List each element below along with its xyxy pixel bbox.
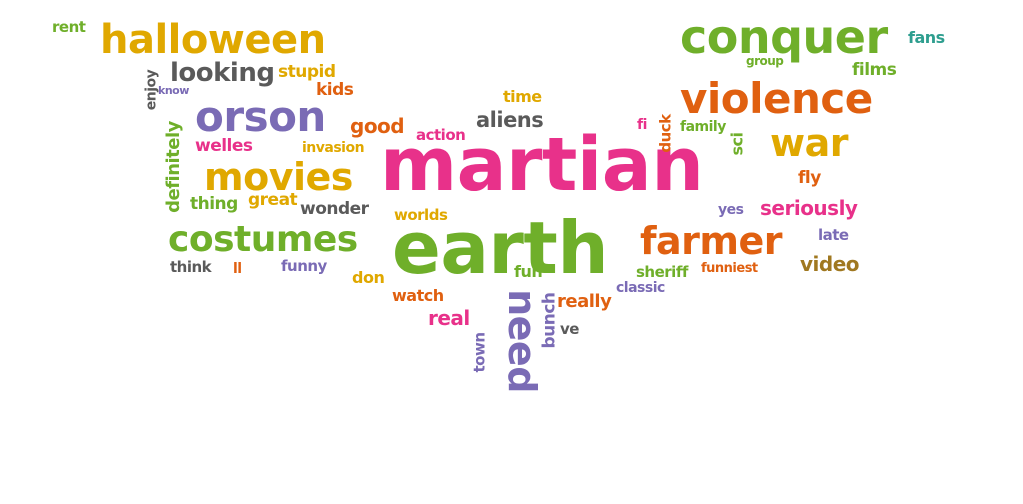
word: sheriff bbox=[636, 263, 688, 281]
word: thing bbox=[190, 194, 238, 214]
word: worlds bbox=[394, 206, 448, 224]
word: martian bbox=[380, 122, 704, 208]
word: need bbox=[499, 289, 544, 393]
word: ll bbox=[233, 261, 242, 277]
word: real bbox=[428, 306, 470, 330]
word: welles bbox=[195, 136, 253, 156]
word: looking bbox=[170, 58, 275, 88]
word: video bbox=[800, 252, 860, 276]
word: think bbox=[170, 258, 212, 276]
word: invasion bbox=[302, 140, 365, 156]
word: great bbox=[248, 190, 298, 210]
word: know bbox=[158, 84, 189, 97]
word: late bbox=[818, 226, 849, 244]
word: conquer bbox=[680, 10, 888, 64]
word: wonder bbox=[300, 199, 369, 219]
word: bunch bbox=[539, 292, 560, 349]
word: funniest bbox=[701, 261, 758, 276]
word: fun bbox=[514, 262, 543, 281]
word: seriously bbox=[760, 196, 858, 220]
word: films bbox=[852, 60, 897, 80]
word: kids bbox=[316, 80, 354, 100]
word: fi bbox=[637, 117, 647, 133]
word: family bbox=[680, 119, 726, 135]
word: enjoy bbox=[143, 69, 160, 111]
word: orson bbox=[195, 92, 326, 141]
word: costumes bbox=[168, 219, 358, 260]
word: aliens bbox=[476, 108, 544, 132]
word: watch bbox=[392, 286, 444, 305]
word: fly bbox=[798, 168, 821, 188]
word: yes bbox=[718, 202, 744, 218]
word: stupid bbox=[278, 62, 336, 82]
word: time bbox=[503, 87, 542, 106]
word: war bbox=[770, 121, 849, 165]
word: fans bbox=[908, 28, 945, 47]
word: ve bbox=[560, 320, 579, 338]
word: town bbox=[470, 332, 489, 373]
word: sci bbox=[727, 132, 747, 156]
word: funny bbox=[281, 257, 327, 275]
word: classic bbox=[616, 280, 665, 296]
word: movies bbox=[204, 155, 353, 199]
word: action bbox=[416, 126, 466, 144]
word: definitely bbox=[162, 121, 184, 213]
word: really bbox=[557, 291, 612, 312]
word: don bbox=[352, 268, 385, 287]
word: rent bbox=[52, 18, 86, 36]
word: halloween bbox=[100, 17, 326, 63]
word: violence bbox=[680, 74, 873, 123]
word: group bbox=[746, 54, 784, 68]
word: good bbox=[350, 114, 405, 138]
word: duck bbox=[656, 114, 675, 153]
word: earth bbox=[392, 206, 609, 290]
word: farmer bbox=[640, 219, 783, 263]
